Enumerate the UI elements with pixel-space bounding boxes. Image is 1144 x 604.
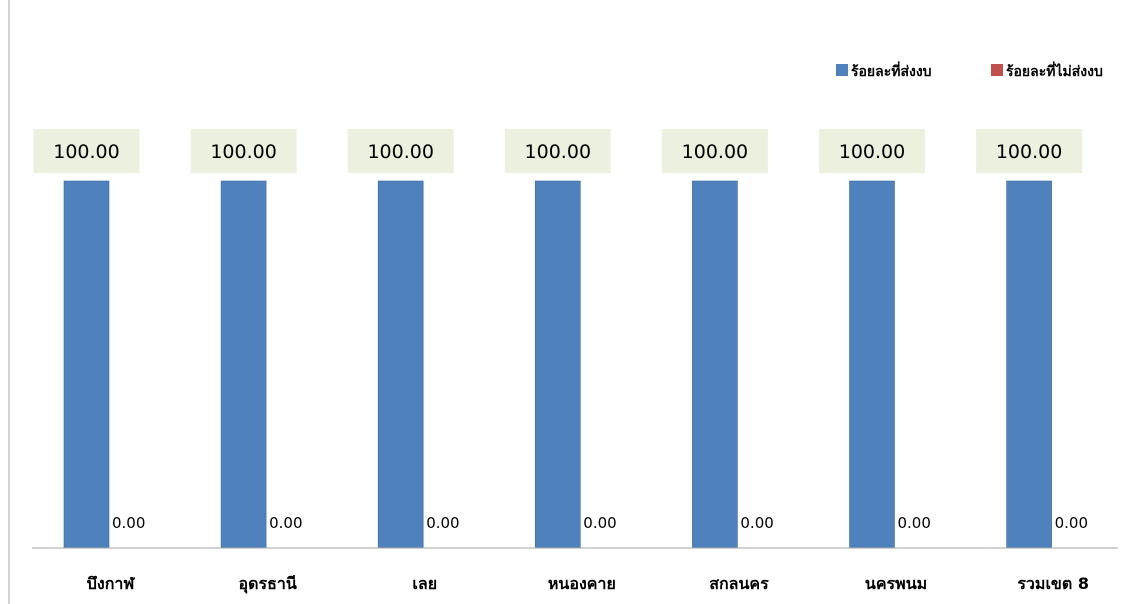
value-label-bg-2	[347, 129, 454, 173]
bar-sent-3	[534, 180, 581, 549]
legend-swatch-1	[991, 64, 1003, 76]
value-label-sent-2: 100.00	[367, 141, 433, 163]
value-label-bg-3	[504, 129, 611, 173]
category-label-0: บึงกาฬ	[87, 574, 136, 593]
legend: ร้อยละที่ส่งงบ ร้อยละที่ไม่ส่งงบ	[836, 61, 1103, 80]
legend-label-1: ร้อยละที่ไม่ส่งงบ	[1006, 61, 1103, 80]
bar-sent-2	[377, 180, 424, 549]
value-label-sent-6: 100.00	[996, 141, 1062, 163]
value-label-sent-5: 100.00	[839, 141, 905, 163]
value-label-sent-1: 100.00	[210, 141, 276, 163]
bar-sent-6	[1006, 180, 1052, 549]
value-label-sent-0: 100.00	[53, 141, 119, 163]
category-label-6: รวมเขต 8	[1017, 574, 1089, 593]
value-label-sent-3: 100.00	[525, 141, 591, 163]
category-label-5: นครพนม	[865, 574, 927, 593]
value-label-not-sent-4: 0.00	[740, 514, 773, 532]
legend-swatch-0	[836, 64, 848, 76]
value-label-not-sent-1: 0.00	[269, 514, 302, 532]
category-label-2: เลย	[412, 574, 437, 593]
value-label-not-sent-0: 0.00	[112, 514, 145, 532]
category-label-1: อุดรธานี	[239, 574, 297, 594]
legend-label-0: ร้อยละที่ส่งงบ	[851, 61, 932, 80]
bar-sent-1	[220, 180, 267, 549]
value-label-bg-4	[661, 129, 768, 173]
category-labels: บึงกาฬ อุดรธานี เลย หนองคาย สกลนคร นครพนม รวมเ…	[87, 574, 1089, 594]
category-label-3: หนองคาย	[548, 574, 616, 593]
value-label-sent-4: 100.00	[682, 141, 748, 163]
bars-group: 100.00 0.00 100.00 0.00 100.00 0.00 100.00 0.00…	[33, 129, 1088, 549]
bar-sent-4	[692, 180, 738, 549]
value-label-not-sent-5: 0.00	[898, 514, 931, 532]
category-label-4: สกลนคร	[709, 574, 769, 593]
value-label-not-sent-3: 0.00	[583, 514, 616, 532]
value-label-bg-1	[190, 129, 297, 173]
value-label-bg-6	[976, 129, 1083, 173]
value-label-bg-5	[819, 129, 925, 173]
value-label-not-sent-6: 0.00	[1055, 514, 1088, 532]
value-label-not-sent-2: 0.00	[426, 514, 459, 532]
bar-sent-5	[849, 180, 895, 549]
bar-sent-0	[63, 180, 110, 549]
value-label-bg-0	[33, 129, 140, 173]
